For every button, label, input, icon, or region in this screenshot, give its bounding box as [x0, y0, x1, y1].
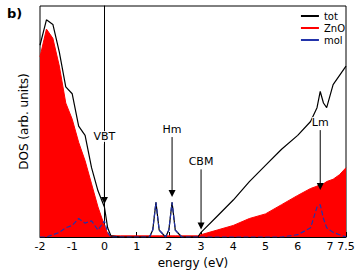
svg-text:Hm: Hm	[163, 123, 182, 136]
svg-text:7: 7	[326, 240, 333, 253]
svg-text:mol: mol	[324, 35, 343, 46]
svg-text:5: 5	[262, 240, 269, 253]
svg-text:3: 3	[198, 240, 205, 253]
svg-text:energy (eV): energy (eV)	[158, 256, 229, 270]
svg-text:2: 2	[165, 240, 172, 253]
svg-text:4: 4	[230, 240, 237, 253]
svg-text:0: 0	[101, 240, 108, 253]
svg-text:-2: -2	[35, 240, 46, 253]
svg-text:1: 1	[133, 240, 140, 253]
svg-text:tot: tot	[324, 11, 338, 22]
svg-text:-1: -1	[67, 240, 78, 253]
svg-text:b): b)	[7, 6, 22, 21]
svg-text:CBM: CBM	[189, 155, 214, 168]
svg-text:7.5: 7.5	[337, 240, 355, 253]
svg-text:DOS (arb. units): DOS (arb. units)	[17, 73, 31, 170]
svg-text:Lm: Lm	[312, 116, 329, 129]
svg-text:ZnO: ZnO	[324, 23, 345, 34]
svg-text:VBT: VBT	[94, 130, 116, 143]
svg-text:6: 6	[294, 240, 301, 253]
